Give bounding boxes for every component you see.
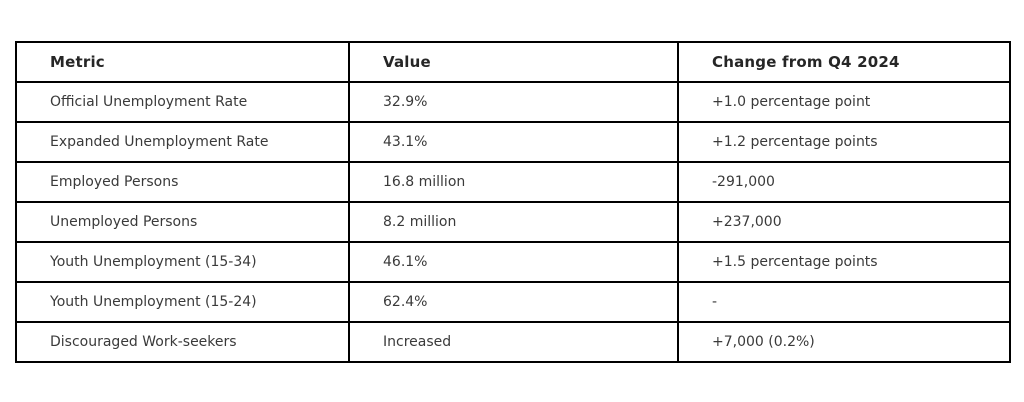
table-row: Official Unemployment Rate 32.9% +1.0 pe… [15,81,1011,123]
cell-value: 8.2 million [348,201,679,243]
cell-value: 46.1% [348,241,679,283]
table-body: Official Unemployment Rate 32.9% +1.0 pe… [15,81,1011,363]
table-row: Youth Unemployment (15-24) 62.4% - [15,281,1011,323]
table-row: Youth Unemployment (15-34) 46.1% +1.5 pe… [15,241,1011,283]
table-row: Employed Persons 16.8 million -291,000 [15,161,1011,203]
column-header-value: Value [348,41,679,83]
table-row: Discouraged Work-seekers Increased +7,00… [15,321,1011,363]
table-row: Expanded Unemployment Rate 43.1% +1.2 pe… [15,121,1011,163]
table-row: Unemployed Persons 8.2 million +237,000 [15,201,1011,243]
column-header-change: Change from Q4 2024 [677,41,1011,83]
cell-change: -291,000 [677,161,1011,203]
cell-change: +1.5 percentage points [677,241,1011,283]
cell-value: 43.1% [348,121,679,163]
cell-value: 16.8 million [348,161,679,203]
cell-change: - [677,281,1011,323]
cell-metric: Discouraged Work-seekers [15,321,350,363]
table-header-row: Metric Value Change from Q4 2024 [15,41,1011,83]
cell-metric: Youth Unemployment (15-24) [15,281,350,323]
cell-metric: Youth Unemployment (15-34) [15,241,350,283]
cell-value: Increased [348,321,679,363]
cell-metric: Employed Persons [15,161,350,203]
cell-value: 32.9% [348,81,679,123]
cell-metric: Official Unemployment Rate [15,81,350,123]
cell-metric: Expanded Unemployment Rate [15,121,350,163]
cell-change: +7,000 (0.2%) [677,321,1011,363]
cell-change: +1.0 percentage point [677,81,1011,123]
cell-change: +237,000 [677,201,1011,243]
cell-value: 62.4% [348,281,679,323]
unemployment-metrics-table: Metric Value Change from Q4 2024 Officia… [15,41,1011,363]
cell-metric: Unemployed Persons [15,201,350,243]
cell-change: +1.2 percentage points [677,121,1011,163]
column-header-metric: Metric [15,41,350,83]
